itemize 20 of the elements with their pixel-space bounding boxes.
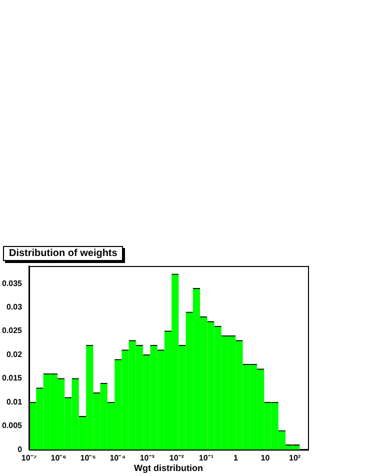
x-tick-label: 10⁻⁷ xyxy=(21,454,37,463)
x-tick-label: 10² xyxy=(289,454,301,463)
x-tick-label: 10⁻⁶ xyxy=(50,454,67,463)
y-tick-label: 0.025 xyxy=(2,326,23,336)
y-tick-label: 0.01 xyxy=(6,397,23,406)
chart-title: Distribution of weights xyxy=(3,246,124,261)
x-tick-label: 1 xyxy=(234,454,239,463)
y-tick-label: 0.015 xyxy=(2,374,23,383)
x-tick-label: 10⁻² xyxy=(169,454,184,463)
y-tick-label: 0.035 xyxy=(2,278,23,288)
y-tick-label: 0.02 xyxy=(6,350,23,359)
x-tick-label: 10⁻¹ xyxy=(198,454,214,463)
y-tick-label: 0 xyxy=(18,444,23,454)
x-tick-label: 10⁻⁴ xyxy=(110,454,126,463)
x-tick-label: 10 xyxy=(260,454,270,463)
y-tick-label: 0.005 xyxy=(2,421,23,430)
x-tick-label: 10⁻³ xyxy=(140,454,155,463)
x-tick-label: 10⁻⁵ xyxy=(80,454,96,463)
x-axis-title: Wgt distribution xyxy=(134,463,203,474)
y-tick-label: 0.03 xyxy=(6,302,23,312)
